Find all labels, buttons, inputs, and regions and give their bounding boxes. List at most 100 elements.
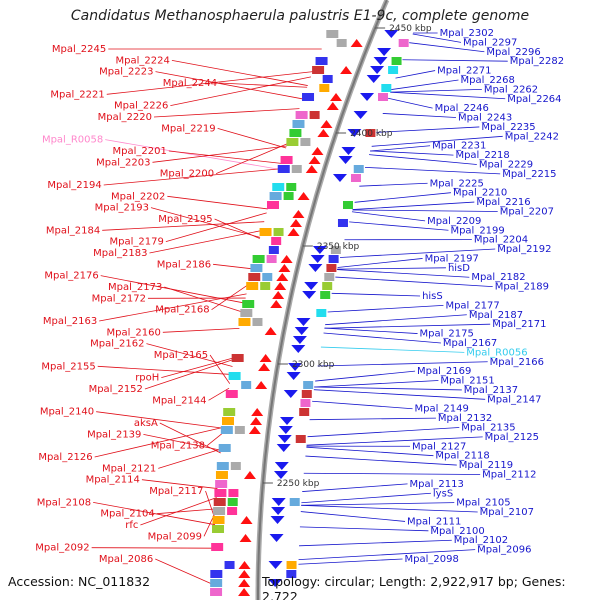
feature-block (391, 57, 402, 65)
gene-label: rfc (125, 520, 138, 531)
label-connector (209, 354, 231, 384)
feature-block (350, 174, 361, 182)
plus-strand-arrow (320, 120, 333, 128)
accession-text: Accession: NC_011832 (8, 574, 151, 589)
plus-strand-arrow (297, 192, 310, 200)
feature-block (324, 273, 335, 281)
gene-label: Mpal_2126 (38, 452, 92, 463)
tick-label: 2300 kbp (292, 360, 335, 370)
label-connector (214, 218, 260, 239)
gene-label: Mpal_2197 (425, 253, 479, 264)
backbone-inner (257, 0, 388, 600)
minus-strand-arrow (366, 75, 381, 83)
feature-block (225, 390, 238, 398)
gene-label: Mpal_2271 (437, 66, 491, 77)
gene-label: Mpal_2193 (95, 203, 149, 214)
gene-label: Mpal_2166 (490, 357, 544, 368)
feature-block (292, 120, 305, 128)
gene-label: Mpal_2138 (151, 441, 205, 452)
label-connector (206, 432, 224, 446)
label-connector (217, 127, 287, 149)
feature-block (234, 426, 245, 434)
plus-strand-arrow (255, 381, 268, 389)
feature-block (231, 354, 244, 362)
feature-block (259, 228, 272, 236)
plus-strand-arrow (238, 588, 251, 596)
label-connector (162, 327, 240, 333)
feature-block (353, 165, 364, 173)
gene-label: Mpal_2098 (405, 554, 459, 565)
label-connector (354, 192, 451, 203)
label-connector (149, 230, 262, 254)
feature-block (342, 201, 353, 209)
gene-label: Mpal_2139 (87, 429, 141, 440)
feature-block (303, 381, 314, 389)
minus-strand-arrow (373, 57, 388, 65)
gene-label: Mpal_2107 (480, 507, 534, 518)
minus-strand-arrow (279, 417, 294, 425)
gene-label: Mpal_2114 (86, 475, 140, 486)
gene-label: Mpal_2140 (40, 407, 94, 418)
gene-label: Mpal_2168 (155, 305, 209, 316)
label-connector (146, 343, 233, 367)
gene-label: Mpal_2172 (92, 293, 146, 304)
minus-strand-arrow (288, 363, 303, 371)
label-connector (203, 511, 217, 537)
feature-block (289, 498, 300, 506)
feature-block (214, 489, 227, 497)
feature-block (301, 390, 312, 398)
label-connector (331, 292, 421, 297)
feature-block (319, 84, 330, 92)
label-connector-lines (91, 32, 508, 585)
gene-label: Mpal_2246 (435, 103, 489, 114)
feature-block (326, 30, 339, 38)
label-connector (300, 511, 406, 522)
feature-block (378, 93, 389, 101)
feature-block (252, 255, 265, 263)
label-connector (298, 549, 476, 561)
minus-strand-arrow (338, 156, 353, 164)
label-connector (301, 502, 455, 506)
feature-block (238, 318, 251, 326)
minus-strand-arrow (360, 93, 375, 101)
gene-label: Mpal_2226 (114, 101, 168, 112)
label-connector (91, 547, 214, 549)
feature-block (322, 282, 333, 290)
feature-block (210, 588, 223, 596)
gene-label: Mpal_2262 (484, 84, 538, 95)
feature-block (312, 66, 325, 74)
tick-label: 2450 kbp (389, 24, 432, 34)
tick-label: 2400 kbp (350, 129, 393, 139)
label-connector (382, 113, 456, 118)
label-connector (390, 91, 506, 100)
gene-label: Mpal_2189 (495, 282, 549, 293)
gene-label: Mpal_2160 (106, 327, 160, 338)
label-connector (102, 221, 265, 231)
feature-block (260, 282, 271, 290)
feature-block (212, 516, 225, 524)
minus-strand-arrow (286, 372, 301, 380)
gene-label: Mpal_2117 (149, 486, 203, 497)
minus-strand-arrow (268, 561, 283, 569)
plus-strand-arrow (280, 255, 293, 263)
plus-strand-arrow (305, 165, 318, 173)
gene-label: Mpal_2137 (464, 385, 518, 396)
feature-block (216, 462, 229, 470)
minus-strand-arrow (271, 498, 286, 506)
minus-strand-arrow (271, 507, 286, 515)
feature-block (277, 165, 290, 173)
feature-block (210, 570, 223, 578)
label-connector (155, 71, 303, 100)
feature-block (398, 39, 409, 47)
gene-label: Mpal_2231 (432, 141, 486, 152)
gene-label: Mpal_2152 (89, 384, 143, 395)
gene-label: Mpal_2173 (108, 282, 162, 293)
gene-label: Mpal_2223 (99, 67, 153, 78)
feature-block (280, 156, 293, 164)
label-connector (144, 358, 234, 390)
minus-strand-arrow (273, 471, 288, 479)
gene-label: Mpal_2242 (505, 131, 559, 142)
label-connector (93, 501, 216, 526)
minus-strand-arrow (270, 516, 285, 524)
